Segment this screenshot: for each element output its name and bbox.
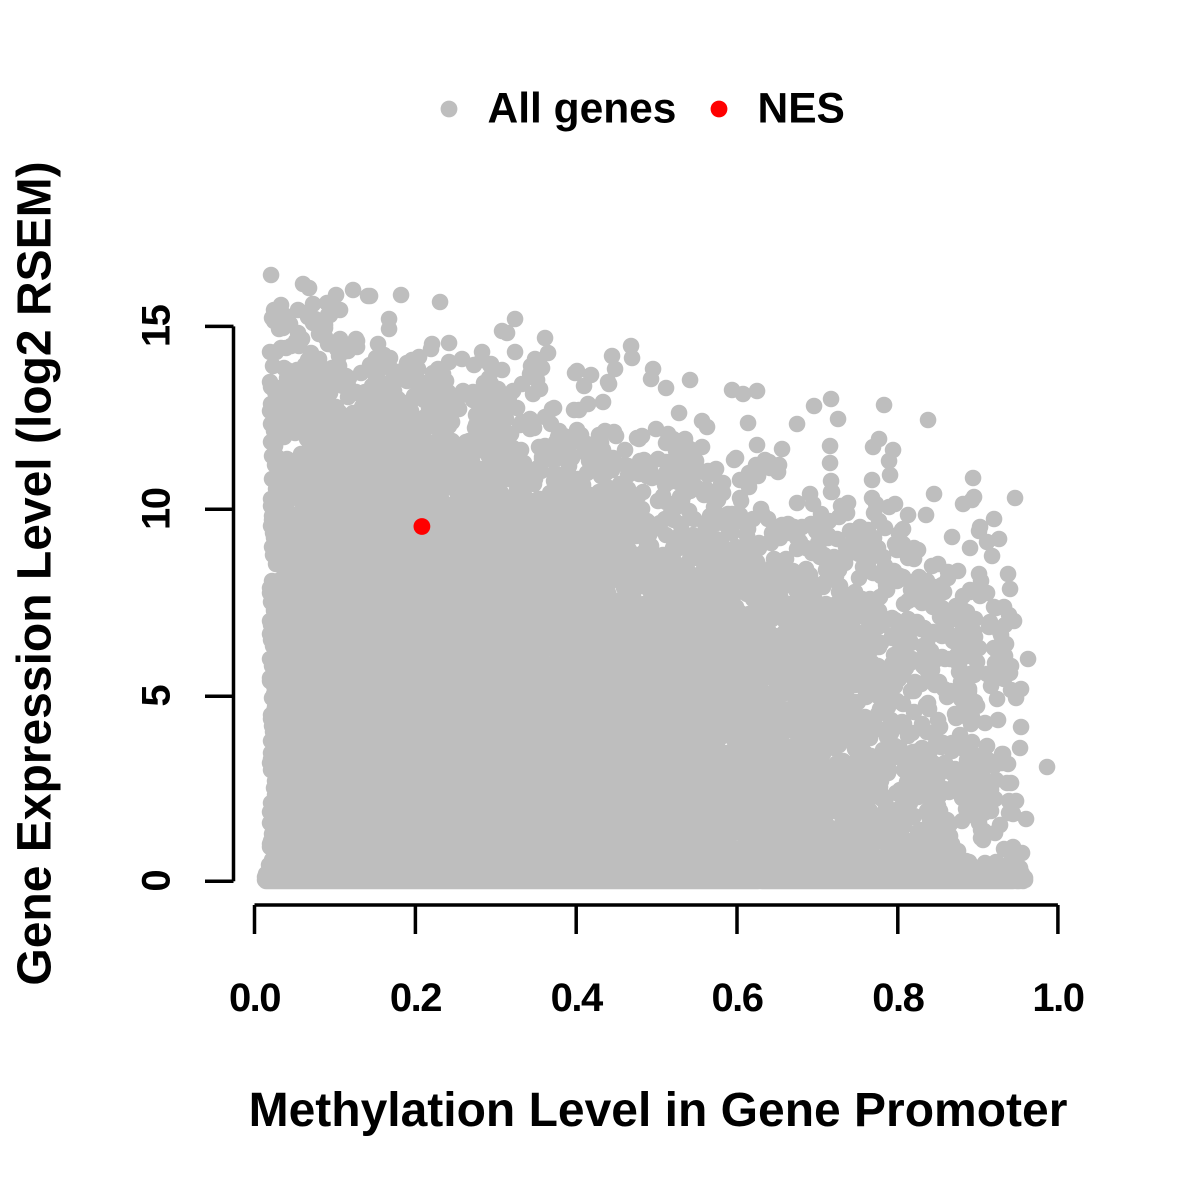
svg-text:1.0: 1.0 xyxy=(1032,976,1083,1020)
svg-text:All genes: All genes xyxy=(488,86,677,133)
svg-text:0.2: 0.2 xyxy=(390,976,441,1020)
svg-text:0.8: 0.8 xyxy=(872,976,924,1020)
svg-text:0.4: 0.4 xyxy=(551,976,604,1020)
svg-text:NES: NES xyxy=(758,86,845,133)
svg-text:5: 5 xyxy=(135,685,179,707)
svg-text:15: 15 xyxy=(135,304,179,347)
svg-text:Methylation Level in Gene Prom: Methylation Level in Gene Promoter xyxy=(249,1084,1068,1137)
svg-text:0.0: 0.0 xyxy=(229,976,280,1020)
svg-text:0.6: 0.6 xyxy=(711,976,762,1020)
svg-text:10: 10 xyxy=(135,488,179,530)
svg-text:0: 0 xyxy=(135,871,179,892)
svg-text:Gene Expression Level (log2 RS: Gene Expression Level (log2 RSEM) xyxy=(9,161,62,985)
